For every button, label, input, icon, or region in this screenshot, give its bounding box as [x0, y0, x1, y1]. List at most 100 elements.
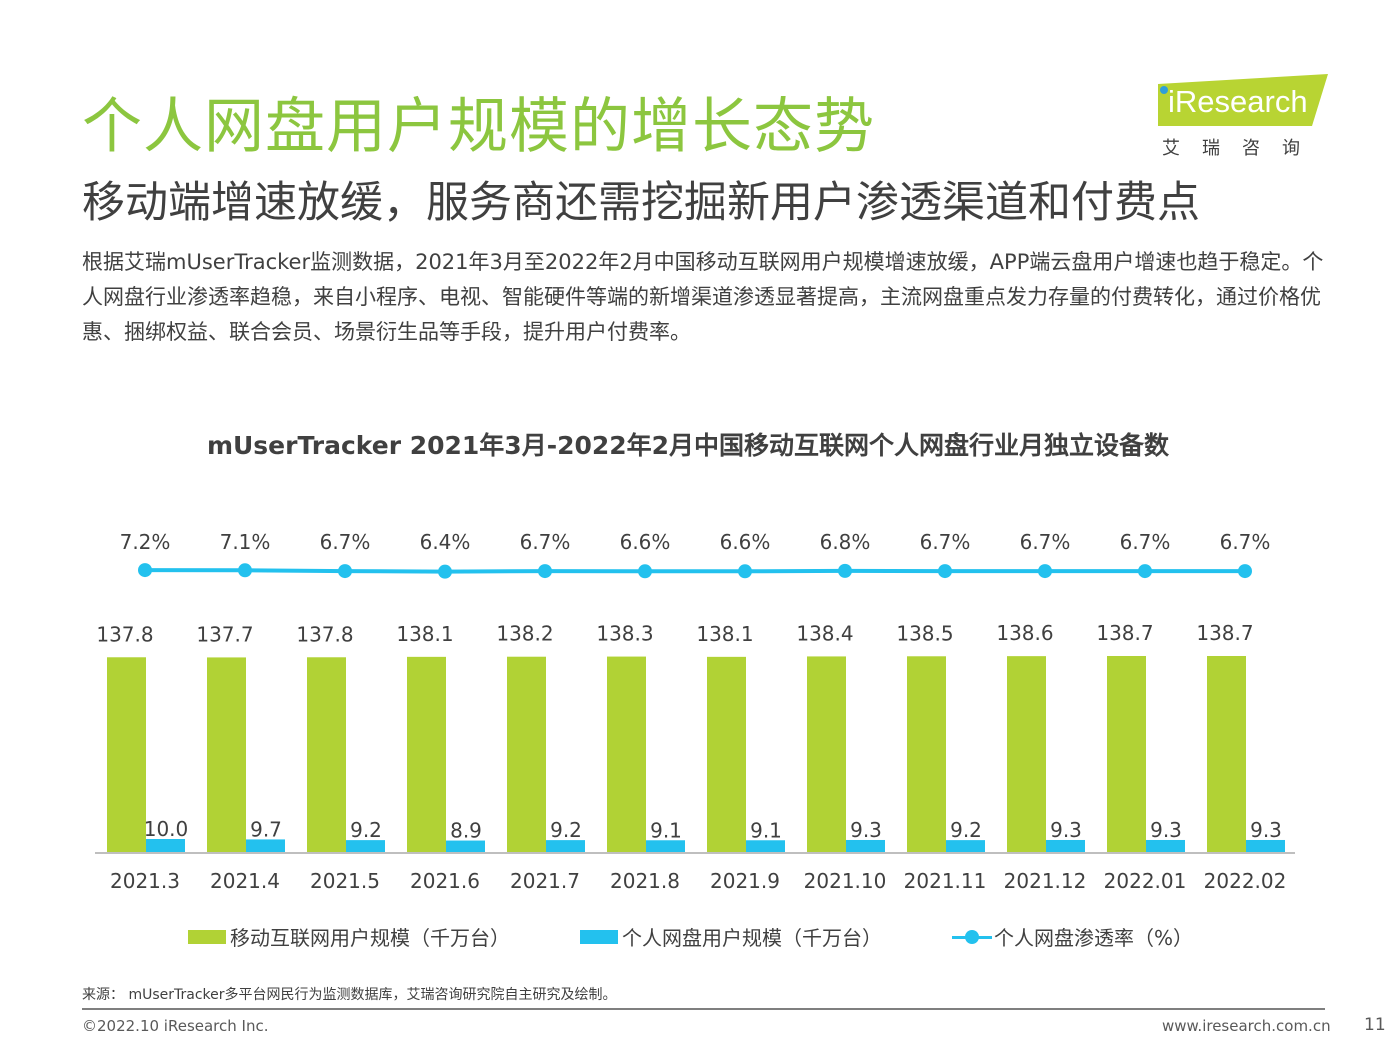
bar-netdisk-users [346, 840, 385, 853]
label-netdisk-users: 9.3 [850, 818, 882, 842]
footer-divider [82, 1008, 1325, 1010]
label-mobile-users: 138.1 [696, 622, 753, 646]
point-penetration [438, 564, 452, 579]
label-penetration: 6.6% [620, 530, 671, 554]
label-mobile-users: 138.2 [496, 622, 553, 646]
bar-netdisk-users [946, 840, 985, 853]
label-netdisk-users: 8.9 [450, 819, 482, 843]
label-mobile-users: 137.8 [296, 622, 353, 646]
x-tick-label: 2021.10 [804, 869, 887, 893]
logo-banner-shape [1158, 74, 1328, 126]
legend-label-penetration: 个人网盘渗透率（%） [994, 926, 1194, 950]
label-netdisk-users: 9.2 [950, 818, 982, 842]
legend-item-netdisk-users: 个人网盘用户规模（千万台） [580, 922, 882, 951]
legend-line-key [952, 929, 992, 944]
bar-netdisk-users [1046, 839, 1085, 853]
label-mobile-users: 137.8 [96, 622, 153, 646]
logo-chinese-name: 艾瑞咨询 [1162, 138, 1322, 159]
intro-paragraph: 根据艾瑞mUserTracker监测数据，2021年3月至2022年2月中国移动… [82, 250, 1324, 344]
label-netdisk-users: 9.7 [250, 817, 282, 841]
bar-mobile-users [407, 656, 446, 853]
label-penetration: 6.4% [420, 530, 471, 554]
point-penetration [1038, 564, 1052, 579]
copyright: ©2022.10 iResearch Inc. [82, 1017, 269, 1035]
x-tick-label: 2021.7 [510, 869, 580, 893]
label-penetration: 6.7% [1020, 530, 1071, 554]
bar-mobile-users [707, 656, 746, 853]
bar-mobile-users [1107, 656, 1146, 853]
source-note: 来源： mUserTracker多平台网民行为监测数据库，艾瑞咨询研究院自主研究… [82, 987, 617, 1003]
point-penetration [1138, 564, 1152, 579]
label-netdisk-users: 9.2 [550, 818, 582, 842]
label-netdisk-users: 9.3 [1150, 818, 1182, 842]
x-tick-label: 2021.12 [1004, 869, 1087, 893]
page-number: 11 [1364, 1015, 1386, 1035]
label-penetration: 6.7% [520, 530, 571, 554]
website-link[interactable]: www.iresearch.com.cn [1162, 1017, 1331, 1035]
label-penetration: 6.6% [720, 530, 771, 554]
point-penetration [238, 563, 252, 578]
x-tick-label: 2021.3 [110, 869, 180, 893]
line-penetration [144, 568, 1245, 574]
label-mobile-users: 138.3 [596, 622, 653, 646]
bar-mobile-users [1007, 656, 1046, 853]
label-netdisk-users: 9.1 [650, 818, 682, 842]
legend-label-netdisk-users: 个人网盘用户规模（千万台） [622, 926, 882, 950]
label-mobile-users: 138.7 [1196, 621, 1253, 645]
bar-netdisk-users [1146, 839, 1185, 853]
label-penetration: 7.1% [220, 530, 271, 554]
bar-netdisk-users [146, 839, 185, 853]
x-tick-label: 2021.6 [410, 869, 480, 893]
legend-item-penetration: 个人网盘渗透率（%） [952, 922, 1193, 951]
label-mobile-users: 138.5 [896, 621, 953, 645]
bar-mobile-users [507, 656, 546, 853]
bar-mobile-users [1207, 656, 1246, 853]
x-tick-label: 2021.4 [210, 869, 280, 893]
x-tick-label: 2021.9 [710, 869, 780, 893]
label-mobile-users: 138.4 [796, 621, 853, 645]
bar-netdisk-users [546, 840, 585, 853]
page-title: 个人网盘用户规模的增长态势 [82, 92, 875, 162]
bar-netdisk-users [646, 840, 685, 853]
label-mobile-users: 137.7 [196, 622, 253, 646]
chart-legend: 移动互联网用户规模（千万台） 个人网盘用户规模（千万台） 个人网盘渗透率（%） [188, 922, 1288, 954]
bar-mobile-users [907, 656, 946, 853]
bar-mobile-users [207, 657, 246, 853]
x-tick-label: 2021.11 [904, 869, 987, 893]
iresearch-logo: iResearch 艾瑞咨询 [1150, 70, 1340, 160]
bar-mobile-users [107, 657, 146, 853]
point-penetration [138, 563, 152, 578]
x-tick-label: 2021.8 [610, 869, 680, 893]
legend-label-mobile-users: 移动互联网用户规模（千万台） [230, 926, 510, 950]
bar-netdisk-users [846, 839, 885, 853]
logo-dot [1160, 86, 1168, 94]
label-penetration: 6.7% [320, 530, 371, 554]
label-penetration: 6.7% [1120, 530, 1171, 554]
label-penetration: 6.7% [920, 530, 971, 554]
label-penetration: 6.7% [1220, 530, 1271, 554]
legend-swatch-blue [580, 929, 618, 944]
x-tick-label: 2022.01 [1104, 869, 1187, 893]
point-penetration [638, 564, 652, 579]
point-penetration [338, 564, 352, 579]
label-mobile-users: 138.7 [1096, 621, 1153, 645]
page-subtitle: 移动端增速放缓，服务商还需挖掘新用户渗透渠道和付费点 [82, 178, 1200, 228]
bar-netdisk-users [246, 839, 285, 853]
label-mobile-users: 138.6 [996, 621, 1053, 645]
label-netdisk-users: 9.3 [1050, 818, 1082, 842]
bar-netdisk-users [746, 840, 785, 853]
point-penetration [938, 564, 952, 579]
label-netdisk-users: 10.0 [144, 817, 189, 841]
logo-banner [1158, 74, 1328, 126]
legend-swatch-green [188, 929, 226, 944]
x-tick-label: 2022.02 [1204, 869, 1287, 893]
label-netdisk-users: 9.2 [350, 818, 382, 842]
point-penetration [838, 563, 852, 578]
legend-item-mobile-users: 移动互联网用户规模（千万台） [188, 922, 510, 951]
label-netdisk-users: 9.1 [750, 818, 782, 842]
chart-title: mUserTracker 2021年3月-2022年2月中国移动互联网个人网盘行… [206, 431, 1170, 460]
label-mobile-users: 138.1 [396, 622, 453, 646]
bar-mobile-users [607, 656, 646, 853]
x-tick-label: 2021.5 [310, 869, 380, 893]
